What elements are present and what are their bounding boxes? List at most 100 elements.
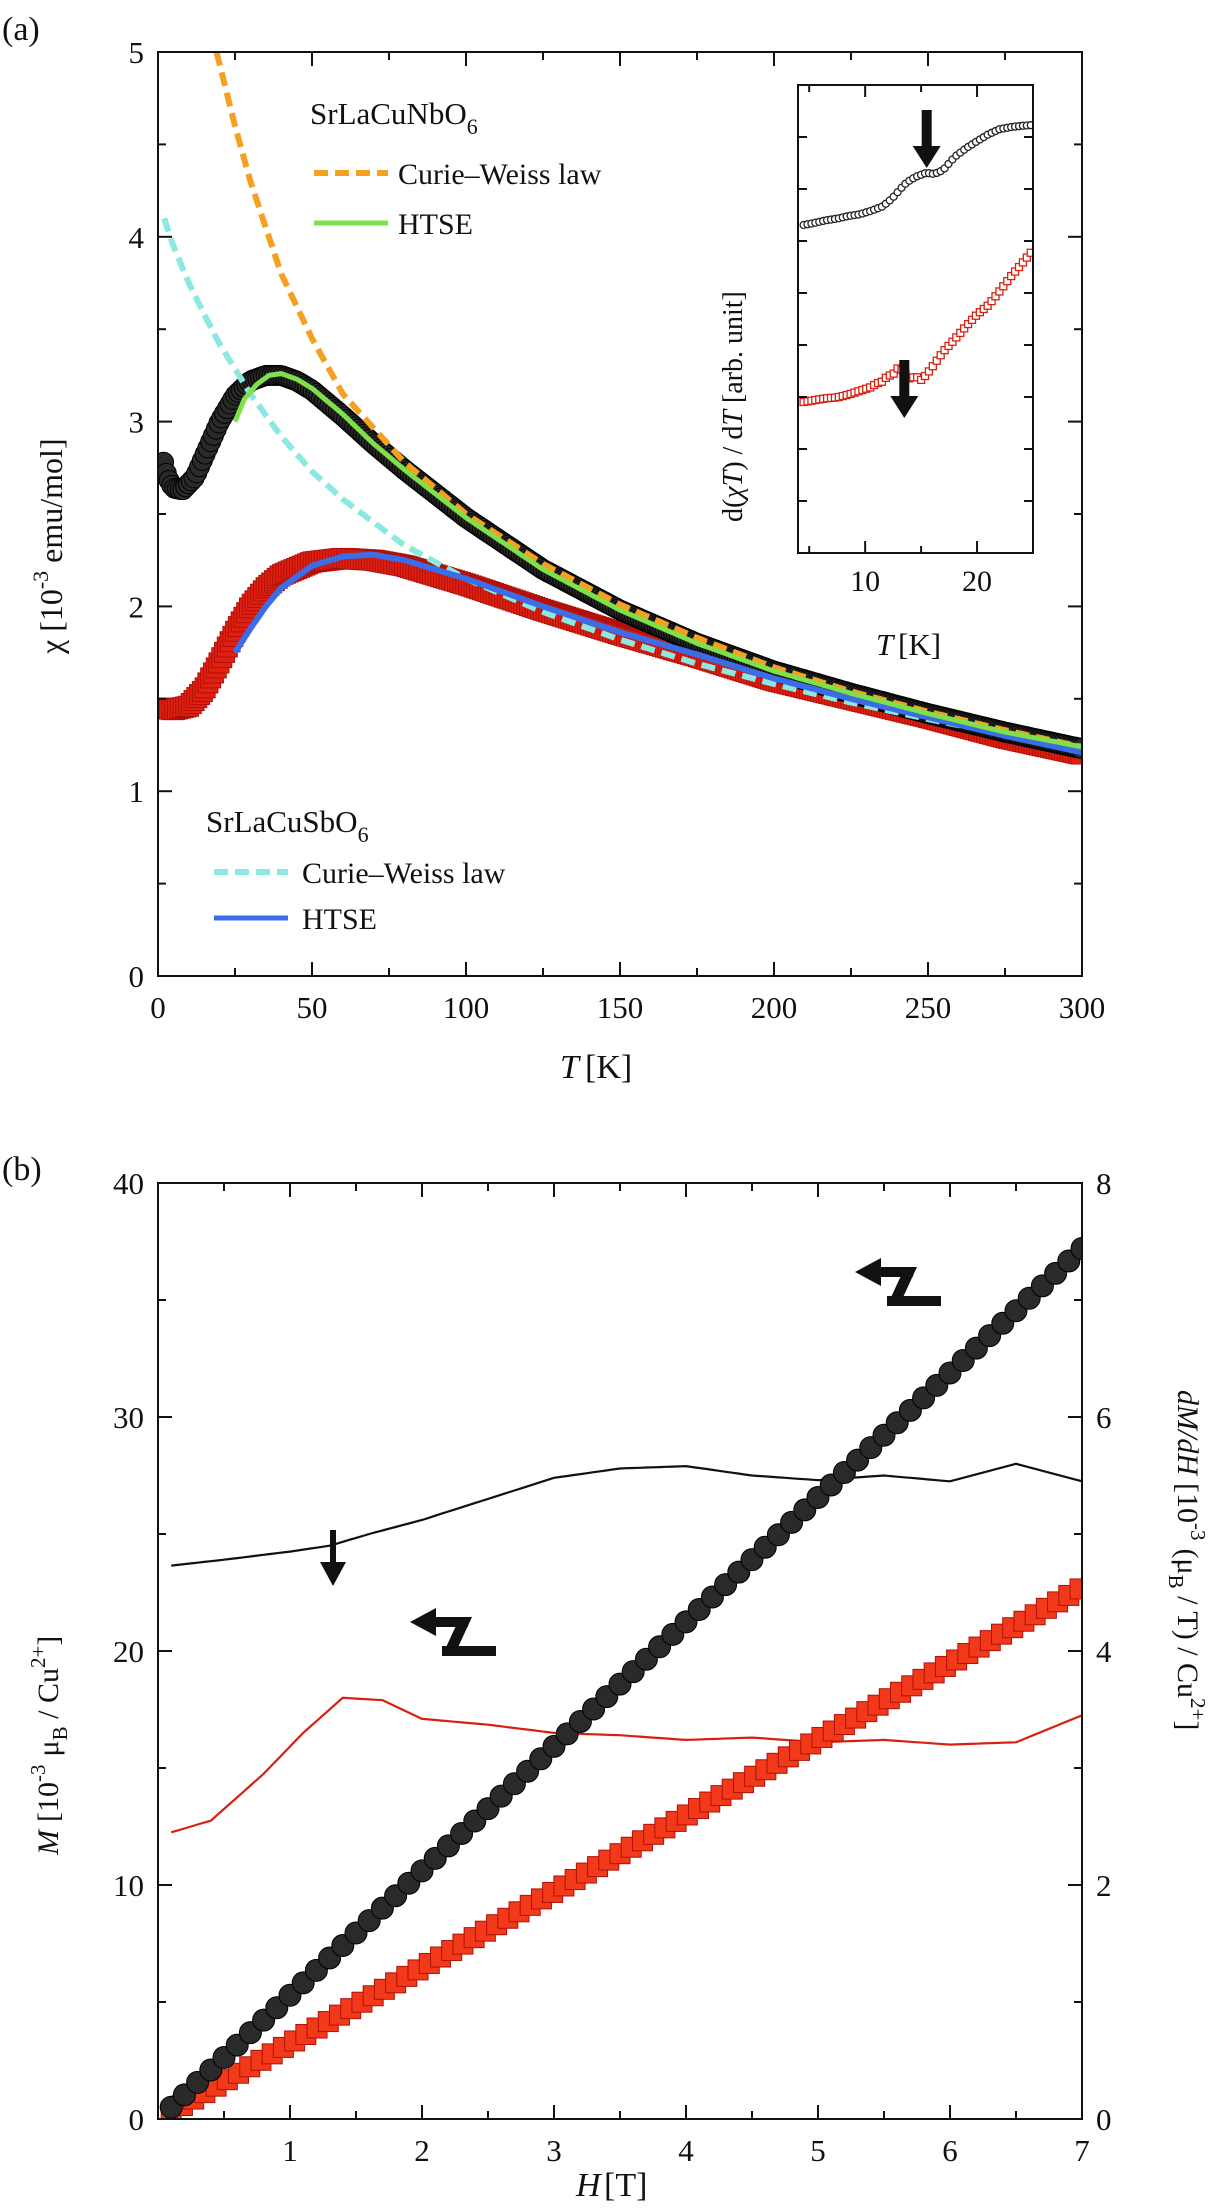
legend-sb-cw-label: Curie–Weiss law xyxy=(302,857,506,890)
b-y2tick-label: 6 xyxy=(1096,1400,1112,1435)
panel-a-xlabel-unit: [K] xyxy=(585,1049,632,1086)
inset-axes-frame xyxy=(797,84,1034,554)
inset-ylabel-pre: d( xyxy=(718,499,749,522)
arrow-tail xyxy=(887,1296,941,1306)
a-xtick-label: 100 xyxy=(443,990,490,1025)
right-axis-indicator-arrow xyxy=(855,1258,941,1306)
arrow-head xyxy=(890,396,919,418)
svg-text:χ[10-3 emu/mol]: χ [10-3 emu/mol] xyxy=(28,438,69,655)
b-ytick-label: 0 xyxy=(129,2102,145,2137)
a-ytick-label: 3 xyxy=(129,405,145,440)
panel-a: (a) 0 50 100 150 200 250 300 0 1 2 3 4 5 T [K] χ [10-… xyxy=(2,11,1105,1086)
b-ytick-label: 40 xyxy=(113,1166,144,1201)
arrow-shaft xyxy=(330,1530,336,1568)
nb-htse-line xyxy=(232,371,1082,750)
panel-b-y2label: dM/dH [10-3 (μB / T) / Cu2+] xyxy=(1164,1390,1210,1730)
b-y2tick-label: 4 xyxy=(1096,1634,1112,1669)
legend-nb-htse-label: HTSE xyxy=(398,208,473,241)
panel-b-y2label-post-sup: 2+ xyxy=(1186,1698,1210,1720)
panel-label-b: (b) xyxy=(2,1151,42,1188)
panel-a-ylabel-post: emu/mol] xyxy=(33,438,69,570)
panel-b-ylabel-post: / Cu xyxy=(32,1668,65,1726)
b-ytick-label: 20 xyxy=(113,1634,144,1669)
panel-a-ylabel: χ [10-3 emu/mol] xyxy=(28,438,69,655)
panel-b-ylabel: M [10-3 μB / Cu2+] xyxy=(26,1636,72,1856)
inset-nb-point xyxy=(1026,121,1033,130)
panel-a-ylabel-exp: -3 xyxy=(28,571,53,589)
a-ytick-label: 2 xyxy=(129,589,145,624)
inset-ylabel-var: T xyxy=(718,408,749,426)
panel-b-ylabel-exp: -3 xyxy=(26,1765,50,1783)
nb-m-point xyxy=(1070,1237,1082,1261)
inset-sb-transition-arrow xyxy=(890,360,919,418)
panel-b-ylabel-post-sup: 2+ xyxy=(26,1646,50,1668)
b-xtick-label: 1 xyxy=(282,2133,298,2168)
b-xtick-label: 4 xyxy=(678,2133,694,2168)
panel-b-ylabel-musub: B xyxy=(48,1726,72,1740)
inset-ylabel-mid: χT xyxy=(718,468,749,501)
arrow-tail xyxy=(442,1646,496,1656)
svg-text:M[10-3μB / Cu2+]: M [10-3 μB / Cu2+] xyxy=(26,1636,72,1856)
b-xtick-label: 3 xyxy=(546,2133,562,2168)
b-ytick-label: 10 xyxy=(113,1868,144,1903)
panel-b-y2label-pre: [10 xyxy=(1171,1483,1204,1523)
panel-a-plot-area xyxy=(158,52,1082,765)
arrow-shaft xyxy=(921,110,932,148)
inset-nb-transition-arrow xyxy=(912,110,941,168)
arrow-shaft xyxy=(879,1267,913,1277)
panel-label-a: (a) xyxy=(2,11,40,48)
inset-xtick-label: 20 xyxy=(962,565,992,598)
b-y2tick-label: 8 xyxy=(1096,1166,1112,1201)
sb-dmdh-line xyxy=(170,1696,1082,1834)
inset-arrows xyxy=(890,110,941,418)
right-axis-indicator-arrow-sb xyxy=(410,1608,496,1656)
legend-srlacunbo6: SrLaCuNbO6 Curie–Weiss law HTSE xyxy=(310,96,602,241)
legend-sb-htse-label: HTSE xyxy=(302,903,377,936)
panel-a-ylabel-pre: [10 xyxy=(33,589,69,632)
inset-ylabel: d(χT) / dT [arb. unit] xyxy=(718,291,749,522)
sb-m-point xyxy=(1069,1578,1082,1600)
arrow-shaft xyxy=(899,360,910,398)
panel-b-y2label-end: ] xyxy=(1171,1720,1204,1730)
svg-text:d(χT) / dT [arb. unit]: d(χT) / dT [arb. unit] xyxy=(718,291,749,522)
panel-b-ylabel-var: M xyxy=(32,1828,65,1856)
arrow-head xyxy=(855,1258,881,1286)
arrow-head xyxy=(410,1608,436,1636)
a-xtick-label: 250 xyxy=(905,990,952,1025)
svg-text:dM/dH[10-3(μB / T) / Cu2+]: dM/dH [10-3 (μB / T) / Cu2+] xyxy=(1164,1390,1210,1730)
arrow-head xyxy=(320,1562,346,1586)
panel-b-ylabel-end: ] xyxy=(32,1636,65,1646)
inset-ticks: 10 20 xyxy=(798,85,1034,598)
panel-b-xlabel-unit: [T] xyxy=(604,2167,647,2204)
panel-b-y2label-post: / T) / Cu xyxy=(1171,1589,1204,1698)
legend-nb-cw-label: Curie–Weiss law xyxy=(398,158,602,191)
inset-ylabel-post: [arb. unit] xyxy=(718,291,749,410)
legend-srlacusbo6: SrLaCuSbO6 Curie–Weiss law HTSE xyxy=(206,804,506,936)
panel-b-ylabel-pre: [10 xyxy=(32,1782,65,1822)
panel-b-ylabel-mu: μ xyxy=(32,1740,65,1756)
inset-sb-point xyxy=(1026,248,1033,257)
inset: 10 20 T [K] d(χT) / dT [arb. unit] xyxy=(718,84,1034,662)
sb-htse-line xyxy=(232,551,1082,756)
nb-dmdh-line xyxy=(171,1462,1082,1567)
a-xtick-label: 200 xyxy=(751,990,798,1025)
a-xtick-label: 150 xyxy=(597,990,644,1025)
panel-a-xlabel-var: T xyxy=(560,1049,581,1086)
panel-b-y2label-mid: (μ xyxy=(1171,1549,1204,1575)
svg-text:SrLaCuNbO6: SrLaCuNbO6 xyxy=(310,96,478,139)
b-ytick-label: 30 xyxy=(113,1400,144,1435)
inset-plot-area xyxy=(799,121,1033,407)
a-xtick-label: 300 xyxy=(1059,990,1106,1025)
b-xtick-label: 5 xyxy=(810,2133,826,2168)
a-ytick-label: 1 xyxy=(129,774,145,809)
arrow-head xyxy=(912,146,941,168)
legend-nb-sub: 6 xyxy=(467,114,478,139)
panel-b-y2label-var: dM/dH xyxy=(1171,1390,1204,1477)
inset-xlabel-var: T xyxy=(876,627,896,662)
panel-a-ylabel-sym: χ xyxy=(33,639,69,655)
arrow-shaft xyxy=(434,1617,468,1627)
svg-text:SrLaCuSbO6: SrLaCuSbO6 xyxy=(206,804,369,847)
panel-b-y2label-exp: -3 xyxy=(1186,1523,1210,1541)
inset-ylabel-mid2: ) / d xyxy=(718,426,749,471)
